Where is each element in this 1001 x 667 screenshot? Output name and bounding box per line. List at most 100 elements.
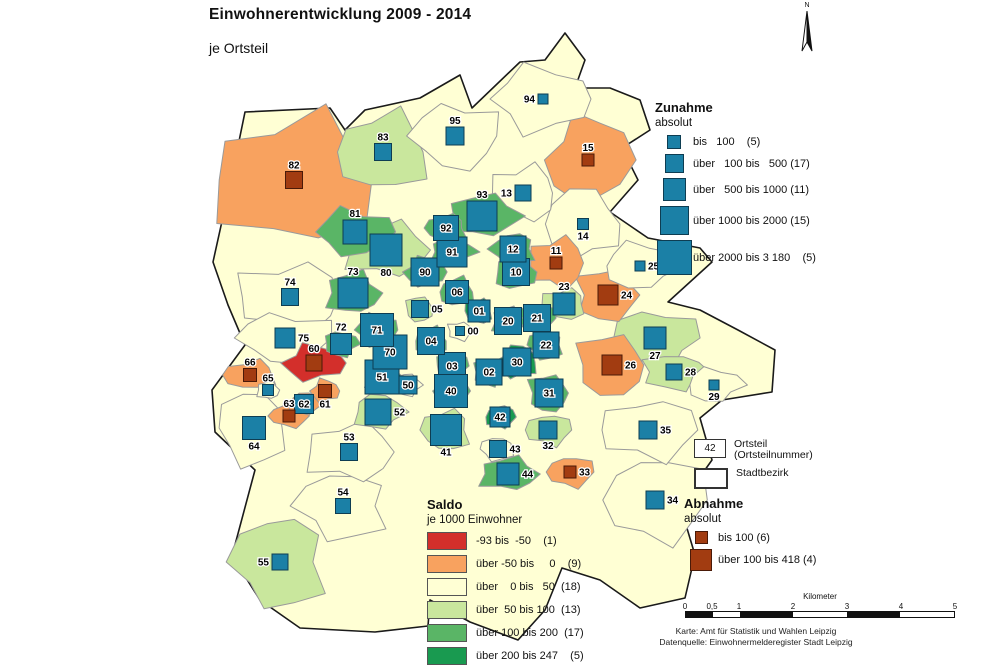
increase-symbol-34 (645, 490, 665, 510)
district-label-75: 75 (298, 334, 310, 345)
district-label-22: 22 (540, 341, 552, 352)
saldo-swatch-3 (427, 578, 467, 596)
district-label-29: 29 (708, 392, 720, 403)
legend-item-label: bis 100 (6) (718, 531, 770, 544)
district-label-15: 15 (582, 143, 594, 154)
district-label-42: 42 (494, 413, 506, 424)
district-label-50: 50 (402, 381, 414, 392)
district-label-73: 73 (347, 267, 359, 278)
district-label-26: 26 (625, 361, 637, 372)
district-label-02: 02 (483, 368, 495, 379)
district-label-41: 41 (440, 448, 452, 459)
legend-row: über 200 bis 247 (5) (427, 647, 584, 665)
decrease-swatch-1 (694, 531, 708, 544)
district-label-60: 60 (308, 344, 320, 355)
saldo-swatch-6 (427, 647, 467, 665)
district-label-00: 00 (468, 327, 480, 338)
legend-increase: Zunahme absolut bis 100 (5) über 100 bis… (655, 100, 816, 280)
district-label-14: 14 (577, 232, 589, 243)
district-label-71: 71 (371, 326, 383, 337)
district-label-31: 31 (543, 389, 555, 400)
district-label-62: 62 (298, 400, 310, 411)
increase-symbol-06 (445, 280, 469, 304)
district-label-64: 64 (248, 442, 260, 453)
increase-symbol-27 (643, 326, 667, 350)
district-label-32: 32 (542, 441, 554, 452)
decrease-symbol-33 (563, 465, 577, 479)
increase-symbol-81 (342, 219, 368, 245)
increase-symbol-04 (417, 327, 445, 355)
increase-symbol-30 (502, 347, 532, 377)
district-label-05: 05 (432, 305, 444, 316)
district-label-40: 40 (445, 387, 457, 398)
increase-symbol-93 (466, 200, 498, 232)
district-label-27: 27 (649, 351, 661, 362)
increase-swatch-2 (664, 154, 684, 173)
scale-tick: 0 (682, 602, 688, 611)
increase-symbol-44 (496, 462, 520, 486)
increase-symbol-54 (335, 498, 351, 514)
district-label-54: 54 (337, 488, 349, 499)
ortsteil-number-box: 42 (694, 439, 726, 458)
increase-symbol-13 (514, 184, 532, 202)
increase-symbol-22 (532, 331, 560, 359)
increase-symbol-35 (638, 420, 658, 440)
legend-row: über 50 bis 100 (13) (427, 601, 584, 619)
increase-swatch-5 (656, 240, 692, 275)
district-label-53: 53 (343, 433, 355, 444)
scale-bar: Kilometer 0 0,5 1 2 3 4 5 (682, 592, 958, 618)
decrease-symbol-11 (549, 256, 563, 270)
decrease-symbol-63 (282, 409, 296, 423)
district-label-82: 82 (288, 161, 300, 172)
north-label: N (804, 2, 810, 9)
increase-symbol-31 (534, 378, 564, 408)
district-label-28: 28 (685, 368, 697, 379)
district-label-06: 06 (451, 288, 463, 299)
district-label-04: 04 (425, 337, 437, 348)
district-label-33: 33 (579, 468, 591, 479)
decrease-symbol-66 (243, 368, 257, 382)
increase-symbol-42 (489, 406, 511, 428)
increase-symbol-73 (337, 277, 369, 309)
legend-item-label: über 50 bis 100 (13) (476, 604, 581, 616)
increase-symbol-91 (436, 236, 468, 268)
legend-item-label: über -50 bis 0 (9) (476, 558, 582, 570)
district-label-34: 34 (667, 496, 679, 507)
district-label-92: 92 (440, 224, 452, 235)
increase-symbol-65 (262, 384, 274, 396)
increase-symbol-01 (467, 299, 491, 323)
legend-row: über 0 bis 50 (18) (427, 578, 584, 596)
district-label-66: 66 (244, 358, 256, 369)
increase-symbol-20 (494, 307, 522, 335)
legend-item-label: über 200 bis 247 (5) (476, 650, 584, 662)
legend-row: bis 100 (6) (684, 531, 816, 544)
district-label-52: 52 (394, 408, 406, 419)
district-label-74: 74 (284, 278, 296, 289)
legend-row: über -50 bis 0 (9) (427, 555, 584, 573)
legend-marker: 42 Ortsteil (Ortsteilnummer) Stadtbezirk (694, 439, 813, 496)
saldo-swatch-1 (427, 532, 467, 550)
increase-swatch-3 (662, 178, 686, 201)
scale-bar-title: Kilometer (803, 592, 837, 601)
legend-row: über 500 bis 1000 (11) (655, 178, 816, 201)
increase-symbol-32 (538, 420, 558, 440)
legend-item-label: über 100 bis 500 (17) (693, 157, 810, 170)
increase-symbol-00 (455, 326, 465, 336)
increase-symbol-71 (360, 313, 394, 347)
legend-increase-title: Zunahme (655, 100, 713, 115)
scale-tick: 0,5 (706, 602, 718, 611)
increase-symbol-90 (410, 257, 440, 287)
increase-symbol-62 (294, 394, 314, 414)
district-label-30: 30 (511, 358, 523, 369)
increase-symbol-53 (340, 443, 358, 461)
increase-symbol-12 (499, 235, 527, 263)
ortsteil-label: Ortsteil (Ortsteilnummer) (734, 438, 813, 461)
page-title: Einwohnerentwicklung 2009 - 2014 (209, 6, 472, 23)
increase-symbol-23 (552, 292, 576, 316)
increase-symbol-14 (577, 218, 589, 230)
district-label-83: 83 (377, 133, 389, 144)
legend-decrease: Abnahme absolut bis 100 (6) über 100 bis… (684, 496, 816, 576)
increase-symbol-21 (523, 304, 551, 332)
scale-bar-ticks: 0 0,5 1 2 3 4 5 (682, 602, 957, 611)
legend-row: bis 100 (5) (655, 135, 816, 149)
